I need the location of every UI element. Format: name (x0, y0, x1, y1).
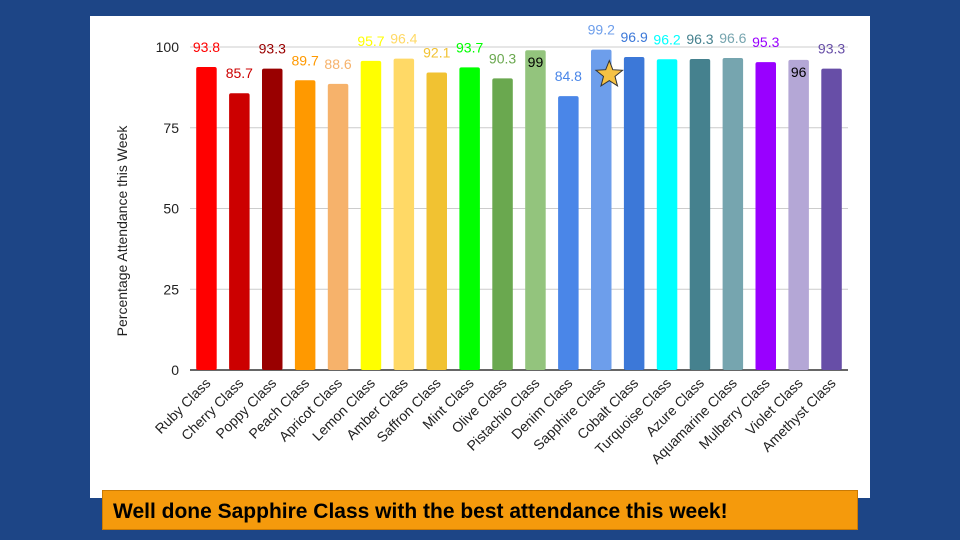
bar (196, 67, 217, 370)
data-label: 95.3 (752, 34, 779, 50)
y-tick-label: 75 (163, 120, 179, 136)
bar (294, 80, 316, 371)
bar (327, 83, 349, 371)
bar (689, 58, 711, 371)
data-label: 88.6 (324, 56, 351, 72)
bar (656, 59, 678, 371)
data-label: 96.6 (719, 30, 746, 46)
bar (591, 49, 612, 371)
data-label: 90.3 (489, 50, 516, 66)
data-label: 95.7 (357, 33, 384, 49)
data-label: 84.8 (555, 68, 582, 84)
y-tick-label: 50 (163, 201, 179, 217)
data-label: 99 (528, 54, 544, 70)
bar (722, 57, 744, 371)
data-label: 96 (791, 64, 807, 80)
bar (229, 93, 250, 371)
bar (788, 59, 809, 371)
data-label: 99.2 (588, 22, 615, 38)
data-label: 93.3 (259, 41, 286, 57)
gridlines (190, 46, 848, 371)
data-label: 93.8 (193, 39, 220, 55)
congratulations-banner: Well done Sapphire Class with the best a… (102, 490, 858, 530)
bar (426, 72, 447, 370)
data-labels: 93.8 85.7 93.3 89.7 88.6 95.7 96.4 92.1 93.7 90.3… (193, 22, 846, 85)
data-label: 92.1 (423, 45, 450, 61)
bars (196, 49, 842, 371)
bar (525, 50, 546, 370)
data-label: 93.7 (456, 39, 483, 55)
y-tick-label: 100 (156, 39, 180, 55)
bar (262, 68, 283, 371)
bar (755, 62, 776, 370)
y-axis-ticks: 0 25 50 75 100 (156, 39, 180, 378)
data-label: 96.2 (653, 31, 680, 47)
bar (821, 68, 842, 371)
data-label: 96.3 (686, 31, 713, 47)
y-axis-label: Percentage Attendance this Week (114, 125, 130, 337)
bar (623, 57, 645, 370)
bar (360, 60, 382, 370)
highlight-marker (594, 59, 624, 88)
bar (558, 96, 579, 370)
y-tick-label: 0 (171, 362, 179, 378)
data-label: 93.3 (818, 41, 845, 57)
bar (492, 78, 513, 371)
banner-text: Well done Sapphire Class with the best a… (113, 500, 728, 523)
bar (459, 67, 480, 370)
chart-panel: 0 25 50 75 100 93.8 85.7 93.3 89.7 88.6 95.7 96.4 9… (90, 16, 870, 498)
bar (393, 58, 415, 371)
data-label: 89.7 (292, 52, 319, 68)
data-label: 96.4 (390, 31, 417, 47)
data-label: 85.7 (226, 65, 253, 81)
y-tick-label: 25 (163, 281, 179, 297)
data-label: 96.9 (621, 29, 648, 45)
star-icon (594, 59, 624, 88)
